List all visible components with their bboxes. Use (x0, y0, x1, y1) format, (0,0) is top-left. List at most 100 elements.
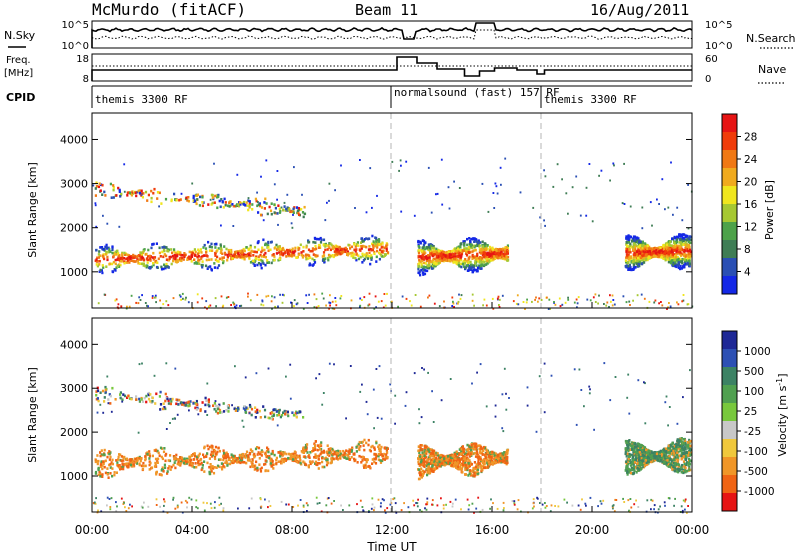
noise-cell (193, 198, 196, 201)
scatter-cell (460, 448, 463, 451)
scatter-cell (444, 251, 447, 254)
noise-cell (612, 162, 615, 165)
noise-cell (220, 295, 223, 298)
scatter-cell (247, 248, 250, 252)
scatter-cell (266, 243, 269, 247)
scatter-cell (111, 248, 114, 251)
noise-cell (146, 304, 148, 307)
colorbar-tick-label: 8 (744, 244, 751, 256)
scatter-cell (144, 464, 147, 468)
scatter-cell (331, 447, 334, 451)
scatter-cell (333, 250, 336, 253)
noise-cell (292, 213, 294, 216)
noise-cell (273, 183, 276, 186)
scatter-cell (335, 455, 339, 459)
scatter-cell (347, 450, 350, 453)
colorbar-swatch (722, 258, 737, 277)
scatter-cell (422, 273, 425, 276)
scatter-cell (479, 256, 482, 259)
scatter-cell (96, 264, 99, 268)
scatter-cell (418, 451, 421, 455)
scatter-cell (108, 463, 111, 467)
noise-cell (368, 303, 371, 306)
scatter-cell (361, 440, 364, 444)
scatter-cell (643, 255, 646, 259)
scatter-cell (148, 254, 151, 258)
noise-cell (672, 213, 674, 216)
noise-cell (667, 206, 670, 209)
scatter-cell (178, 459, 181, 462)
scatter-cell (256, 204, 259, 208)
scatter-cell (650, 253, 653, 256)
scatter-cell (468, 261, 471, 264)
scatter-cell (676, 251, 679, 255)
scatter-cell (314, 456, 318, 459)
scatter-cell (171, 251, 174, 255)
scatter-cell (260, 258, 263, 262)
scatter-cell (463, 265, 466, 268)
scatter-cell (163, 246, 166, 249)
noise-cell (531, 300, 533, 303)
scatter-cell (144, 264, 147, 268)
noise-cell (256, 293, 259, 296)
noise-cell (567, 212, 569, 215)
scatter-cell (209, 445, 212, 449)
scatter-cell (307, 257, 310, 260)
scatter-cell (297, 461, 300, 464)
scatter-cell (324, 257, 327, 260)
scatter-cell (254, 467, 257, 470)
scatter-cell (503, 253, 506, 257)
scatter-cell (331, 254, 334, 257)
scatter-cell (624, 265, 627, 268)
scatter-cell (252, 259, 255, 263)
scatter-cell (210, 258, 213, 261)
noise-cell (270, 300, 273, 303)
noise-cell (281, 301, 284, 304)
noise-cell (436, 192, 439, 195)
scatter-cell (332, 247, 335, 250)
scatter-cell (632, 263, 635, 267)
scatter-cell (499, 452, 502, 455)
noise-cell (458, 293, 460, 296)
noise-cell (154, 294, 157, 297)
scatter-cell (116, 264, 119, 268)
scatter-cell (284, 251, 287, 255)
scatter-cell (105, 250, 108, 254)
scatter-cell (471, 246, 474, 250)
scatter-cell (239, 203, 242, 206)
scatter-cell (134, 457, 137, 461)
noise-cell (384, 304, 387, 307)
scatter-cell (154, 461, 157, 465)
scatter-cell (104, 194, 107, 197)
scatter-cell (465, 259, 468, 263)
scatter-cell (485, 459, 488, 462)
scatter-cell (226, 462, 229, 466)
scatter-cell (129, 257, 132, 260)
scatter-cell (430, 252, 433, 255)
scatter-cell (139, 459, 142, 463)
scatter-cell (231, 254, 234, 258)
scatter-cell (271, 459, 274, 463)
scatter-cell (628, 268, 631, 271)
scatter-cell (368, 255, 371, 258)
scatter-cell (179, 456, 182, 459)
noise-cell (435, 193, 437, 196)
scatter-cell (155, 259, 158, 263)
cpid-label: CPID (6, 91, 35, 104)
scatter-cell (252, 262, 255, 265)
scatter-cell (287, 452, 290, 456)
noise-cell (539, 216, 541, 219)
scatter-cell (330, 254, 333, 258)
scatter-cell (625, 256, 628, 259)
scatter-cell (154, 449, 157, 452)
scatter-cell (270, 465, 273, 468)
scatter-cell (452, 462, 455, 465)
scatter-cell (246, 254, 249, 258)
scatter-cell (314, 440, 317, 443)
scatter-cell (469, 447, 472, 450)
scatter-cell (307, 464, 310, 467)
scatter-cell (348, 458, 351, 461)
scatter-cell (135, 194, 138, 198)
scatter-cell (197, 454, 200, 457)
scatter-cell (421, 461, 424, 465)
